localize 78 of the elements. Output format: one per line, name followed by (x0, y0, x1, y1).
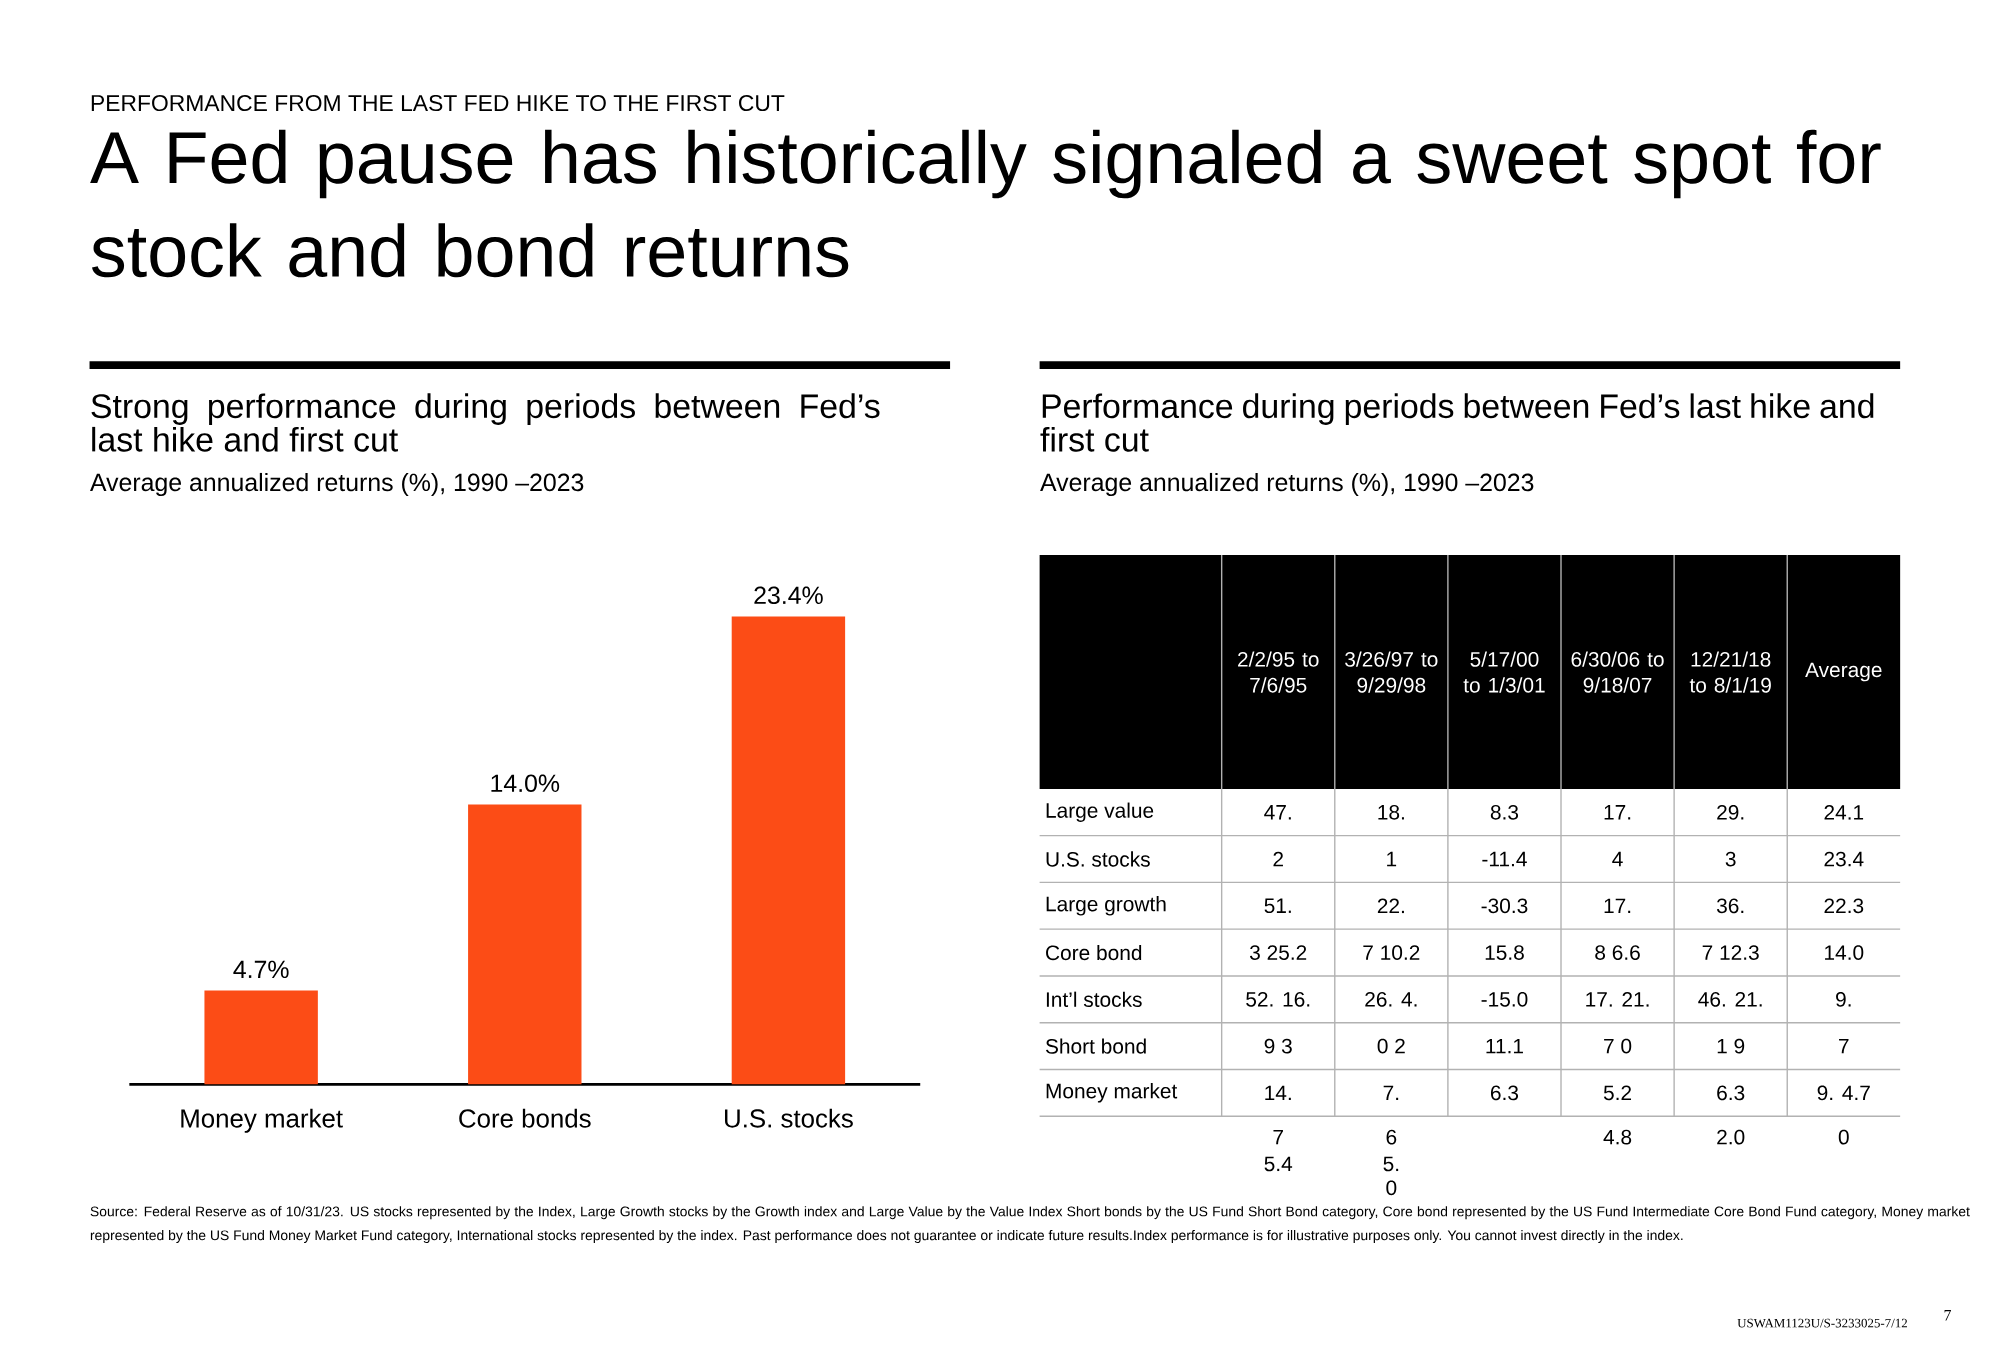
text: 15.8 (1485, 945, 1524, 960)
chart-title: Strong performance during periods between Fed’s last hike and first cut (91, 393, 880, 452)
text: USWAM1123U/S-3233025-7/12 (1737, 1318, 1907, 1328)
x-tick-label: U.S. stocks (725, 1108, 853, 1128)
text: 36. (1716, 898, 1744, 914)
text: 5. (1383, 1156, 1399, 1172)
text: 0 2 (1377, 1038, 1405, 1054)
text: 7 12.3 (1702, 945, 1759, 960)
text: 22.3 (1824, 898, 1864, 914)
text: 17. 21. (1586, 992, 1649, 1007)
category-label: Average (1805, 662, 1882, 682)
text: 0 (1838, 1129, 1849, 1145)
text: -11.4 (1482, 851, 1527, 867)
text: 5.2 (1603, 1085, 1632, 1101)
text: 7 (1273, 1129, 1283, 1145)
data-label: 14.0% (491, 774, 560, 793)
text: 7 0 (1604, 1038, 1632, 1054)
text: 3 (1725, 851, 1736, 867)
text: 7 10.2 (1363, 945, 1420, 960)
source-note: Source: Federal Reserve as of 10/31/23. US stocks represented by the Index, Large Growth stocks by the Growth index and Large Value by the Value Index Short bonds by the US Fund Short Bond category, Core bond represented by the US Fund Intermediate Core Bond Fund category, Money market represented by the US Fund Money Market Fund category, International stocks represented by the index. Past performance does not guarantee or indicate future results.Index performance is for illustrative purposes only. You cannot invest directly in the index. (90, 1206, 1970, 1244)
text: 1 (1387, 851, 1397, 867)
text: 4 (1612, 851, 1623, 867)
text: 8.3 (1490, 804, 1519, 820)
text: 51. (1264, 898, 1291, 914)
category-label: U.S. stocks (1046, 851, 1150, 867)
text: 23.4 (1824, 851, 1864, 867)
category-label: 12/21/18 to 8/1/19 (1689, 651, 1771, 693)
text: 3 25.2 (1249, 945, 1307, 960)
text: 9 3 (1264, 1038, 1292, 1054)
text: 0 (1386, 1180, 1397, 1196)
text: -30.3 (1481, 898, 1528, 914)
text: 26. 4. (1365, 991, 1417, 1007)
category-label: 6/30/06 to 9/18/07 (1571, 651, 1664, 693)
text: 7. (1383, 1085, 1399, 1101)
x-tick-label: Money market (181, 1108, 343, 1133)
data-label: 4.7% (233, 960, 289, 979)
category-label: Large value (1046, 802, 1154, 823)
text: 1 9 (1717, 1038, 1745, 1054)
text: 17. (1604, 898, 1631, 914)
category-label: Money market (1046, 1083, 1178, 1103)
text: 6.3 (1490, 1085, 1519, 1101)
text: 11.1 (1486, 1038, 1523, 1054)
text: 14.0 (1825, 945, 1864, 960)
x-tick-label: Core bonds (459, 1108, 591, 1128)
text: PERFORMANCE FROM THE LAST FED HIKE TO THE FIRST CUT (91, 94, 785, 112)
text: 4.8 (1603, 1129, 1632, 1145)
text: 6.3 (1717, 1085, 1745, 1101)
category-label: 3/26/97 to 9/29/98 (1345, 651, 1438, 693)
text: 8 6.6 (1595, 945, 1640, 960)
text: 18. (1378, 804, 1404, 820)
text: -15.0 (1481, 991, 1528, 1007)
text: 52. 16. (1246, 991, 1310, 1007)
data-label: 23.4% (754, 586, 823, 605)
text: 2.0 (1717, 1129, 1745, 1145)
text: A Fed pause has historically signaled a sweet spot for stock and bond returns (90, 129, 1881, 278)
text: 22. (1377, 898, 1404, 914)
text: 9. (1836, 991, 1851, 1007)
text: 47. (1264, 805, 1291, 820)
category-label: 2/2/95 to 7/6/95 (1238, 651, 1319, 693)
text: Average annualized returns (%), 1990 –2023 (1040, 472, 1534, 497)
text: 7 (1839, 1038, 1849, 1054)
category-label: 5/17/00 to 1/3/01 (1463, 651, 1545, 693)
text: 2 (1273, 851, 1283, 867)
text: 24.1 (1824, 805, 1864, 820)
category-label: Core bond (1046, 944, 1142, 961)
text: 46. 21. (1698, 991, 1762, 1007)
text: 14. (1265, 1085, 1291, 1101)
category-label: Large growth (1046, 896, 1166, 916)
text: 7 (1944, 1309, 1952, 1321)
category-label: Int’l stocks (1046, 991, 1142, 1008)
chart-subtitle: Average annualized returns (%), 1990 –2023 (90, 472, 584, 497)
text: 6 (1386, 1129, 1397, 1145)
text: 17. (1604, 805, 1631, 820)
text: 9. 4.7 (1817, 1085, 1870, 1101)
text: 29. (1717, 804, 1744, 820)
text: 5.4 (1264, 1156, 1293, 1172)
category-label: Short bond (1045, 1038, 1146, 1054)
text: Performance during periods between Fed’s last hike and first cut (1040, 393, 1874, 452)
